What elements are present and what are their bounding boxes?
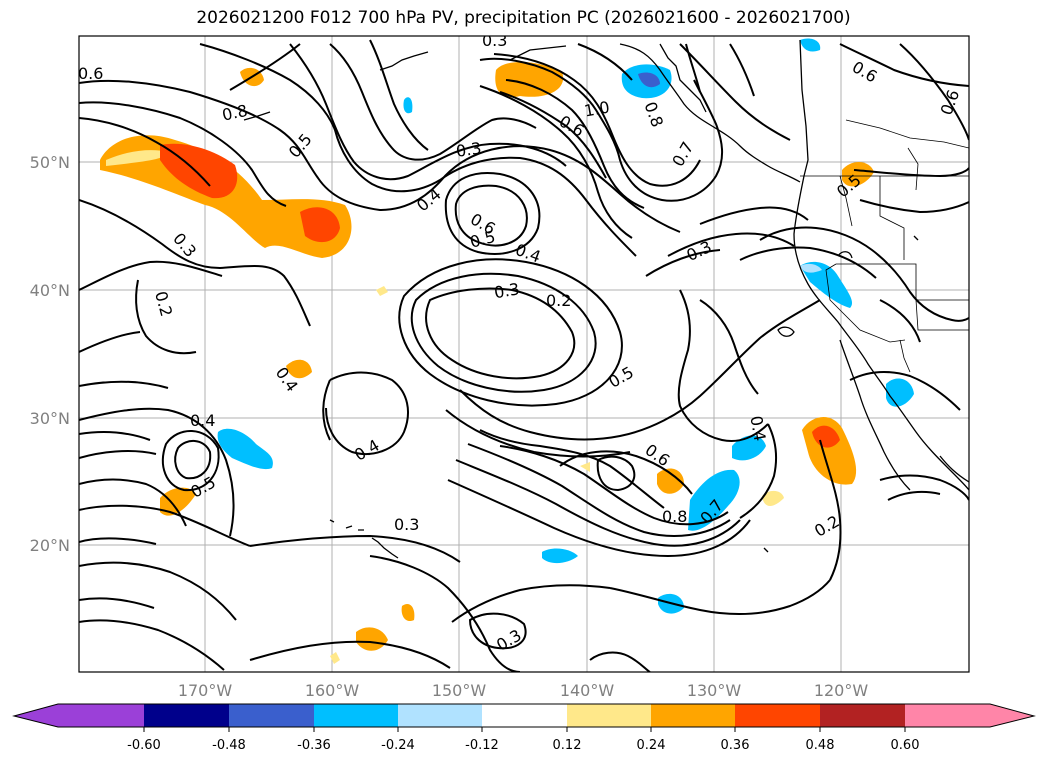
contour-label: 0.3 [482, 31, 507, 50]
contour-label: 1.0 [583, 97, 611, 120]
colorbar-bin [144, 704, 229, 727]
precip-neg-california [800, 261, 853, 308]
colorbar-outline [12, 703, 1036, 728]
precip-core-nw2 [300, 207, 340, 243]
lat-label: 20°N [30, 536, 70, 555]
colorbar-over-arrow [990, 704, 1034, 727]
lat-label: 50°N [30, 153, 70, 172]
map-plot-area: 0.6 0.8 0.5 0.3 0.3 0.2 0.4 0.4 0.5 0.4 … [78, 31, 969, 672]
colorbar-bin [820, 704, 905, 727]
colorbar-tick-label: -0.12 [465, 738, 499, 753]
latitude-labels: 50°N 40°N 30°N 20°N [30, 153, 70, 555]
colorbar-bin [398, 704, 482, 727]
lon-label: 160°W [305, 681, 360, 700]
contour-label: 0.4 [746, 414, 769, 442]
precip-area-northwest [100, 135, 352, 258]
contour-label: 0.4 [190, 411, 215, 430]
colorbar-tick-label: 0.48 [806, 738, 835, 753]
contour-label: 0.6 [78, 64, 103, 83]
contour-label: 0.3 [493, 279, 521, 302]
coastlines [243, 39, 969, 559]
colorbar-bin [314, 704, 398, 727]
colorbar-under-arrow [14, 704, 58, 727]
colorbar-tick-label: -0.48 [212, 738, 246, 753]
contour-label: 0.8 [220, 101, 249, 125]
contour-label: 0.3 [394, 515, 419, 534]
colorbar-tick-label: -0.36 [297, 738, 331, 753]
lon-label: 150°W [432, 681, 487, 700]
lon-label: 120°W [814, 681, 869, 700]
precip-positive-areas [100, 61, 874, 664]
colorbar-bin [905, 704, 990, 727]
lon-label: 170°W [178, 681, 233, 700]
map-frame [78, 35, 970, 673]
precip-neg-tail [688, 469, 740, 531]
colorbar-bin [58, 704, 144, 727]
colorbar: -0.60 -0.48 -0.36 -0.24 -0.12 0.12 0.24 … [12, 703, 1036, 753]
colorbar-bin [651, 704, 735, 727]
colorbar-bin [482, 704, 567, 727]
contour-label: 0.8 [662, 507, 687, 526]
colorbar-tick-label: -0.24 [381, 738, 415, 753]
contour-label: 0.2 [546, 291, 571, 310]
contour-label: 0.3 [455, 139, 483, 161]
colorbar-tick-label: -0.60 [127, 738, 161, 753]
colorbar-tick-label: 0.60 [891, 738, 920, 753]
precip-area-gulf [495, 61, 564, 98]
lat-label: 30°N [30, 409, 70, 428]
lon-label: 140°W [560, 681, 615, 700]
colorbar-bin [735, 704, 820, 727]
colorbar-tick-label: 0.36 [721, 738, 750, 753]
lat-label: 40°N [30, 281, 70, 300]
map-title: 2026021200 F012 700 hPa PV, precipitatio… [196, 8, 851, 28]
lon-label: 130°W [687, 681, 742, 700]
colorbar-bin [567, 704, 651, 727]
colorbar-bin [229, 704, 314, 727]
colorbar-tick-label: 0.12 [553, 738, 582, 753]
longitude-labels: 170°W 160°W 150°W 140°W 130°W 120°W [178, 681, 869, 700]
precip-neg-central [217, 428, 273, 470]
pv-contours [79, 39, 969, 672]
colorbar-tick-label: 0.24 [637, 738, 666, 753]
